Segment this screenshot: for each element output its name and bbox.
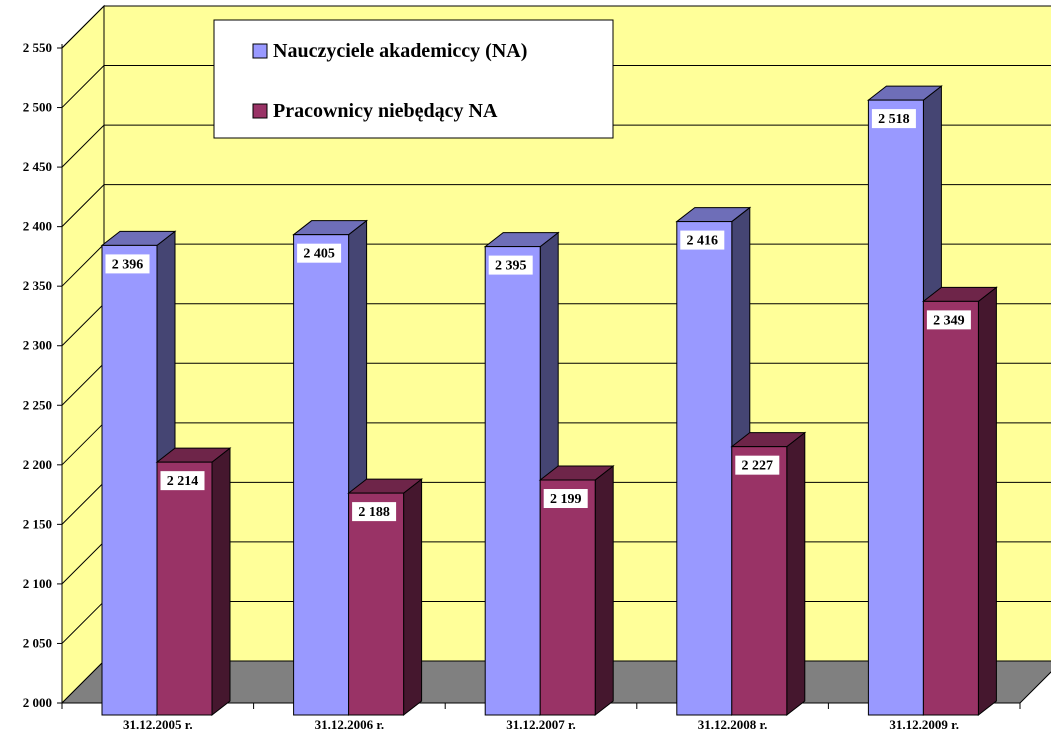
- data-label-box: [352, 502, 397, 522]
- y-tick-label: 2 400: [23, 219, 52, 234]
- bar-side: [594, 464, 614, 717]
- data-label: 2 395: [495, 259, 527, 274]
- axes: 2 000 2 050 2 100 2 150 2 200 2 250 2 300 2 350…: [23, 40, 1021, 732]
- legend-swatch: [252, 43, 268, 59]
- y-tick-label: 2 200: [23, 457, 52, 472]
- legend-box: [213, 19, 614, 139]
- data-label-box: [680, 230, 725, 250]
- data-label-box: [543, 489, 588, 509]
- gridline: [61, 65, 1051, 108]
- data-label: 2 199: [550, 492, 582, 507]
- data-label: 2 518: [878, 112, 910, 127]
- data-label: 2 214: [167, 474, 199, 489]
- legend: Nauczyciele akademiccy (NA) Pracownicy ni…: [213, 19, 614, 139]
- x-tick-label: 31.12.2007 r.: [506, 717, 576, 732]
- bar: [348, 492, 405, 716]
- legend-label: Nauczyciele akademiccy (NA): [273, 40, 527, 62]
- bar: [676, 221, 733, 716]
- y-tick-label: 2 500: [23, 100, 52, 115]
- bar-side: [786, 431, 806, 717]
- x-tick-label: 31.12.2006 r.: [315, 717, 385, 732]
- bar-side: [211, 447, 231, 717]
- bar: [101, 244, 158, 716]
- y-tick-label: 2 250: [23, 397, 52, 412]
- y-tick-label: 2 350: [23, 278, 52, 293]
- gridline: [61, 184, 1051, 227]
- data-label-box: [871, 109, 916, 129]
- bar: [293, 234, 350, 716]
- y-tick-label: 2 300: [23, 338, 52, 353]
- x-tick-label: 31.12.2008 r.: [698, 717, 768, 732]
- bar-side: [403, 478, 423, 717]
- data-label-box: [297, 243, 342, 263]
- legend-swatch: [252, 103, 268, 119]
- bar: [731, 446, 788, 716]
- bars: [100, 85, 998, 717]
- data-label: 2 405: [303, 247, 335, 262]
- data-label-box: [926, 310, 971, 330]
- bar: [539, 479, 596, 716]
- data-label: 2 227: [742, 459, 774, 474]
- gridline: [61, 124, 1051, 168]
- legend-label: Pracownicy niebędący NA: [273, 100, 498, 122]
- data-label: 2 349: [933, 313, 965, 328]
- bar-side: [977, 286, 997, 717]
- bar: [867, 99, 924, 716]
- y-tick-label: 2 050: [23, 635, 52, 650]
- data-label: 2 188: [358, 505, 390, 520]
- y-tick-label: 2 000: [23, 695, 52, 710]
- y-tick-label: 2 100: [23, 576, 52, 591]
- side-wall: [61, 4, 105, 705]
- data-label-box: [160, 471, 205, 491]
- y-tick-label: 2 550: [23, 40, 52, 55]
- bar: [156, 461, 213, 716]
- data-label: 2 416: [687, 234, 719, 249]
- data-label-box: [488, 255, 533, 275]
- data-label-box: [105, 254, 150, 274]
- bar: [922, 300, 979, 716]
- y-tick-label: 2 150: [23, 516, 52, 531]
- data-label-box: [735, 455, 780, 475]
- data-label: 2 396: [112, 257, 144, 272]
- bar: [484, 246, 541, 716]
- y-tick-label: 2 450: [23, 159, 52, 174]
- data-labels: 2 396 2 214 2 405 2 188 2 395 2 199 2 416 2 227…: [105, 109, 971, 522]
- x-tick-label: 31.12.2009 r.: [889, 717, 959, 732]
- x-tick-label: 31.12.2005 r.: [123, 717, 193, 732]
- gridline: [61, 5, 1051, 49]
